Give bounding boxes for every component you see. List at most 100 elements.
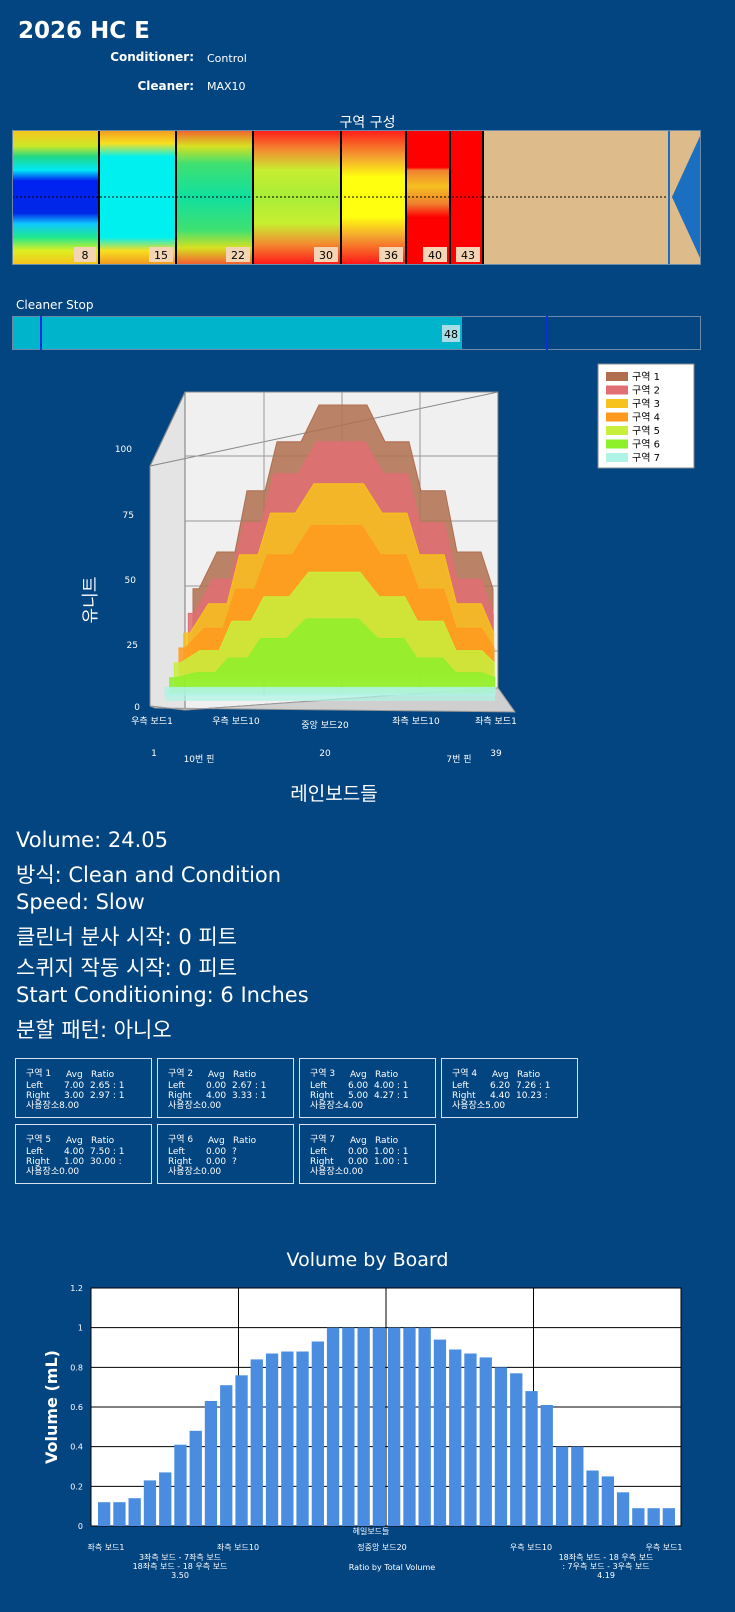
ratio-label: Ratio by Total Volume [349, 1563, 435, 1572]
ratio-header: Ratio [375, 1070, 399, 1080]
y-tick: 100 [115, 445, 132, 455]
right-label: Right [26, 1091, 50, 1101]
board-number: 1 [151, 749, 157, 759]
start-conditioning-text: Start Conditioning: 6 Inches [16, 983, 309, 1007]
y-tick: 75 [123, 511, 134, 521]
volume-bar [662, 1508, 675, 1526]
usage-value: 사용장소0.00 [26, 1167, 80, 1177]
zone-box-title: 구역 4 [452, 1069, 478, 1079]
bar-y-tick: 1 [78, 1324, 83, 1333]
volume-bar [418, 1327, 431, 1526]
avg-header: Avg [208, 1070, 225, 1080]
conditioner-value: Control [207, 52, 247, 65]
x-axis-label: 레인보드들 [290, 783, 377, 805]
volume-bar [372, 1327, 385, 1526]
volume-bar [586, 1470, 599, 1526]
cleaner-stop-label: Cleaner Stop [16, 298, 94, 312]
left-ratio-value: 3.50 [171, 1571, 189, 1580]
legend-label: 구역 5 [632, 425, 660, 437]
right-ratio: 1.00 : 1 [374, 1157, 409, 1167]
volume-bar [540, 1405, 553, 1526]
left-ratio: 4.00 : 1 [374, 1081, 409, 1091]
left-label: Left [452, 1081, 469, 1091]
volume-bar [311, 1341, 324, 1526]
bar-y-tick: 0.8 [70, 1363, 83, 1372]
volume-bar [647, 1508, 660, 1526]
zone-area-7 [164, 687, 496, 696]
legend-swatch [606, 426, 628, 435]
volume-bar [265, 1353, 279, 1526]
page-title: 2026 HC E [18, 18, 150, 44]
volume-bar [113, 1502, 126, 1526]
left-avg: 7.00 [64, 1081, 85, 1091]
volume-bar [204, 1401, 218, 1526]
ratio-header: Ratio [91, 1070, 115, 1080]
legend-swatch [606, 399, 628, 408]
usage-value: 사용장소0.00 [168, 1101, 222, 1111]
right-avg: 3.00 [64, 1091, 85, 1101]
x-tick: 좌측 보드1 [475, 716, 517, 727]
left-ratio: 7.26 : 1 [516, 1081, 551, 1091]
bar-y-axis-label: Volume (mL) [42, 1350, 61, 1464]
zone-marker: 43 [461, 249, 475, 262]
zone-box: 구역 1 Avg Ratio Left 7.00 2.65 : 1 Right 3.00 2.9… [15, 1058, 152, 1118]
bar-y-tick: 1.2 [70, 1284, 83, 1293]
right-label: Right [168, 1091, 192, 1101]
right-label: Right [168, 1157, 192, 1167]
left-ratio: 1.00 : 1 [374, 1147, 409, 1157]
zone-box: 구역 7 Avg Ratio Left 0.00 1.00 : 1 Right 0.00 1.0… [299, 1124, 436, 1184]
volume-bar [632, 1508, 645, 1526]
legend-swatch [606, 412, 628, 422]
zone-box: 구역 5 Avg Ratio Left 4.00 7.50 : 1 Right 1.00 30.… [15, 1124, 152, 1184]
legend-label: 구역 2 [632, 385, 660, 397]
zone-config-strip: 8 15 22 30 36 40 43 [12, 130, 701, 265]
volume-bar [296, 1351, 309, 1526]
zone-box-title: 구역 6 [168, 1135, 194, 1145]
zone-box: 구역 4 Avg Ratio Left 6.20 7.26 : 1 Right 4.40 10.… [441, 1058, 578, 1118]
legend-label: 구역 3 [632, 398, 660, 410]
left-ratio: 2.67 : 1 [232, 1081, 267, 1091]
split-pattern-text: 분할 패턴: 아니오 [16, 1018, 172, 1042]
volume-bar [571, 1446, 584, 1526]
zone-config-title: 구역 구성 [339, 115, 396, 131]
volume-bar [449, 1349, 462, 1526]
bar-chart-title: Volume by Board [286, 1249, 449, 1271]
left-ratio: ? [232, 1147, 237, 1157]
avg-header: Avg [66, 1136, 83, 1146]
board-number: 20 [319, 749, 331, 759]
right-avg: 1.00 [64, 1157, 85, 1167]
volume-bar [342, 1327, 355, 1526]
avg-header: Avg [350, 1136, 367, 1146]
zone-box: 구역 6 Avg Ratio Left 0.00? Right 0.00? 사용장소0.00 [157, 1124, 294, 1184]
volume-bar [326, 1327, 340, 1526]
ratio-header: Ratio [375, 1136, 399, 1146]
volume-bar [479, 1357, 492, 1526]
right-ratio-value: 4.19 [597, 1571, 615, 1580]
right-ratio: 30.00 : [90, 1157, 122, 1167]
volume-bar [555, 1446, 569, 1526]
left-label: Left [168, 1081, 185, 1091]
zone-area-base-7 [165, 695, 495, 701]
usage-value: 사용장소0.00 [310, 1167, 364, 1177]
left-ratio-line: 3좌측 보드 - 7좌측 보드 [139, 1553, 221, 1562]
x-tick: 좌측 보드10 [392, 716, 440, 727]
right-avg: 4.00 [206, 1091, 227, 1101]
bar-x-axis-label: 헤일보드들 [353, 1527, 390, 1536]
cleaner-stop-bar: 48 [12, 316, 701, 350]
usage-value: 사용장소4.00 [310, 1101, 364, 1111]
zone-legend: 구역 1 구역 2구역 3 구역 4구역 5 구역 6구역 7 [597, 363, 695, 469]
volume-bar [357, 1327, 370, 1526]
usage-value: 사용장소5.00 [452, 1101, 506, 1111]
usage-value: 사용장소8.00 [26, 1101, 80, 1111]
left-label: Left [310, 1147, 327, 1157]
legend-swatch [606, 439, 628, 449]
volume-bar [189, 1430, 202, 1526]
ratio-header: Ratio [233, 1136, 257, 1146]
volume-bar [220, 1385, 233, 1526]
y-tick: 50 [125, 576, 137, 586]
left-ratio: 7.50 : 1 [90, 1147, 125, 1157]
bar-x-tick: 좌측 보드10 [217, 1543, 259, 1552]
right-ratio-line: 18좌측 보드 - 18 우측 보드 [559, 1553, 654, 1562]
volume-bar [494, 1367, 508, 1526]
legend-label: 구역 6 [632, 439, 660, 451]
